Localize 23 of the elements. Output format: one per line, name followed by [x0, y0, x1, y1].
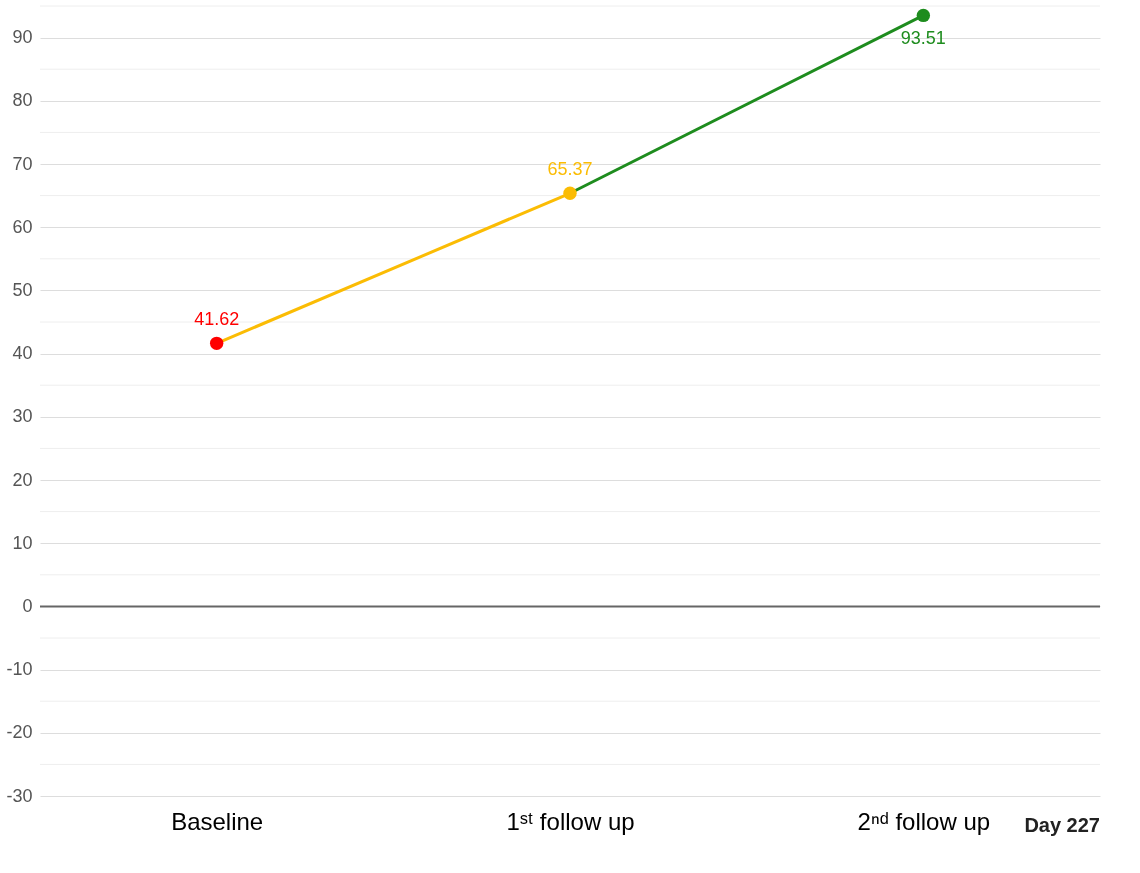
- y-tick-label: 90: [12, 27, 33, 48]
- x-tick-label: Baseline: [171, 807, 264, 835]
- point: [209, 336, 224, 351]
- y-tick-label: 50: [12, 279, 33, 300]
- y-tick-label: 80: [12, 90, 33, 111]
- y-tick-label: 60: [12, 216, 33, 237]
- data-label: 41.62: [194, 308, 240, 329]
- point: [563, 186, 577, 200]
- y-tick-label: 0: [22, 595, 33, 616]
- data-label: 65.37: [547, 158, 593, 179]
- data-label: 93.51: [900, 27, 946, 48]
- y-tick-label: 20: [12, 469, 33, 490]
- x-tick-label: 2ⁿᵈ follow up: [857, 807, 991, 835]
- x-tick-label: 1ˢᵗ follow up: [506, 807, 635, 835]
- point: [916, 8, 931, 23]
- y-tick-label: 30: [12, 406, 33, 427]
- text: Day 227: [1024, 814, 1100, 836]
- y-tick-label: -20: [6, 722, 33, 743]
- y-tick-label: 70: [12, 153, 33, 174]
- y-tick-label: 40: [12, 343, 33, 364]
- y-tick-label: -30: [6, 785, 33, 806]
- y-tick-label: -10: [6, 659, 33, 680]
- y-tick-label: 10: [12, 532, 33, 553]
